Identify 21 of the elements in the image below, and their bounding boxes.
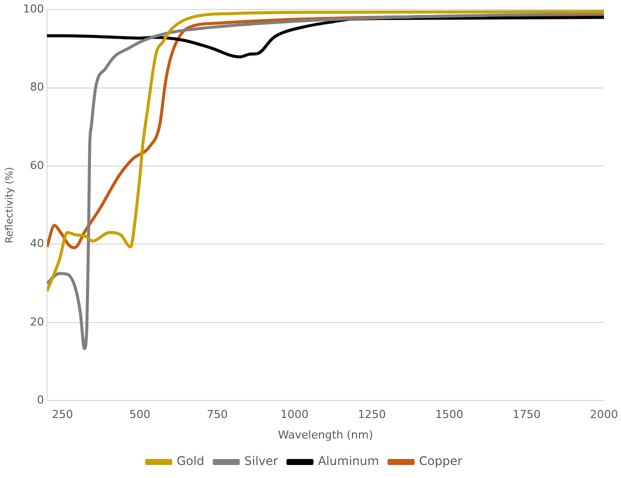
line-series (46, 12, 604, 350)
legend-label: Gold (176, 454, 204, 468)
y-axis-title: Reflectivity (%) (4, 166, 16, 244)
y-tick-label: 0 (36, 393, 44, 406)
y-tick-label: 60 (30, 158, 44, 172)
legend-label: Silver (244, 454, 278, 468)
y-tick-label: 100 (22, 2, 44, 16)
legend-label: Aluminum (318, 454, 380, 468)
x-tick-label: 2000 (590, 408, 618, 422)
x-tick-label: 250 (52, 408, 73, 422)
x-tick-label: 750 (206, 408, 228, 422)
y-tick-label: 20 (30, 315, 44, 328)
x-tick-label: 500 (129, 408, 150, 422)
x-tick-label: 1250 (358, 408, 386, 422)
legend-label: Copper (419, 454, 462, 468)
y-tick-label: 80 (30, 80, 44, 94)
x-tick-label: 1500 (435, 408, 464, 422)
x-tick-label: 1000 (280, 408, 309, 422)
y-tick-label: 40 (30, 237, 44, 250)
x-axis-title: Wavelength (nm) (278, 428, 374, 442)
x-tick-label: 1750 (512, 408, 541, 422)
